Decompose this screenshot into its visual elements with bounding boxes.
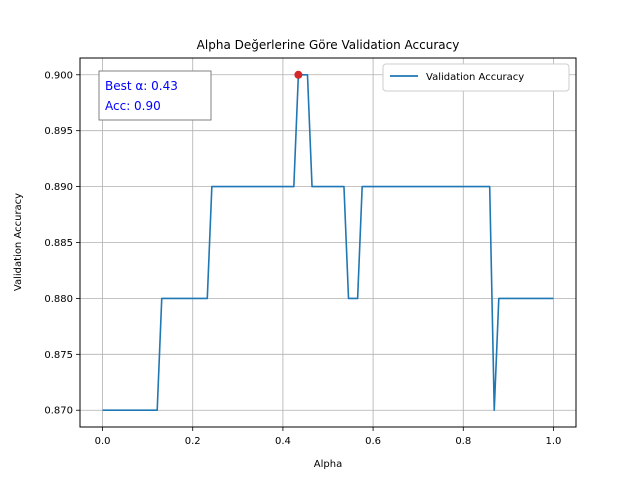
best-point-marker bbox=[294, 70, 303, 79]
y-tick-label: 0.885 bbox=[44, 238, 73, 249]
y-tick-label: 0.880 bbox=[44, 294, 73, 305]
legend: Validation Accuracy bbox=[382, 63, 570, 92]
x-axis-label: Alpha bbox=[314, 459, 342, 470]
y-tick-label: 0.890 bbox=[44, 182, 73, 193]
y-tick-label: 0.900 bbox=[44, 70, 73, 81]
annotation-frame bbox=[98, 70, 212, 121]
legend-frame bbox=[382, 63, 570, 92]
series-line-validation-accuracy bbox=[102, 73, 554, 412]
y-tick-label: 0.870 bbox=[44, 406, 73, 417]
x-tick-label: 0.8 bbox=[455, 436, 471, 447]
series-layer bbox=[102, 70, 554, 412]
annotation-accuracy: Acc: 0.90 bbox=[105, 99, 161, 113]
x-tick-label: 1.0 bbox=[546, 436, 562, 447]
y-tick-label: 0.875 bbox=[44, 350, 73, 361]
legend-label: Validation Accuracy bbox=[426, 72, 524, 83]
x-axis-ticks: 0.0 0.2 0.4 0.6 0.8 1.0 bbox=[95, 427, 562, 447]
x-tick-label: 0.2 bbox=[185, 436, 201, 447]
y-tick-label: 0.895 bbox=[44, 126, 73, 137]
y-axis-label: Validation Accuracy bbox=[13, 193, 24, 291]
x-tick-label: 0.0 bbox=[95, 436, 111, 447]
annotation-box: Best α: 0.43 Acc: 0.90 bbox=[98, 70, 212, 121]
annotation-best-alpha: Best α: 0.43 bbox=[105, 79, 178, 93]
x-tick-label: 0.6 bbox=[365, 436, 381, 447]
y-axis-ticks: 0.870 0.875 0.880 0.885 0.890 0.895 0.900 bbox=[44, 70, 80, 417]
chart-title: Alpha Değerlerine Göre Validation Accura… bbox=[197, 38, 460, 52]
x-tick-label: 0.4 bbox=[275, 436, 291, 447]
